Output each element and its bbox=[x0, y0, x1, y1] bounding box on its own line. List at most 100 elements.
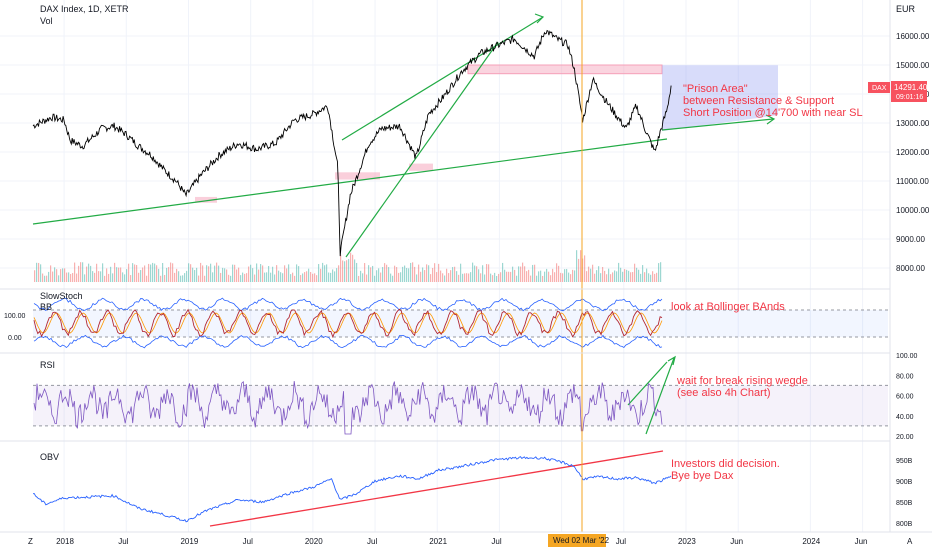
volume-bar bbox=[434, 263, 436, 282]
volume-bar bbox=[164, 274, 166, 282]
volume-bar bbox=[228, 274, 230, 282]
volume-bar bbox=[594, 273, 596, 282]
bb-upper bbox=[33, 297, 663, 312]
volume-bar bbox=[182, 275, 184, 282]
volume-bar bbox=[204, 275, 206, 282]
volume-bar bbox=[58, 275, 60, 282]
volume-bar bbox=[622, 271, 624, 282]
volume-bar bbox=[126, 269, 128, 282]
volume-bar bbox=[578, 258, 580, 282]
volume-bar bbox=[496, 275, 498, 282]
volume-bar bbox=[140, 270, 142, 282]
volume-bar bbox=[510, 271, 512, 282]
resistance-zone bbox=[467, 64, 663, 75]
arrow-head bbox=[534, 13, 545, 24]
volume-bar bbox=[276, 265, 278, 282]
volume-bar bbox=[478, 269, 480, 282]
volume-bar bbox=[404, 265, 406, 282]
volume-bar bbox=[146, 275, 148, 282]
volume-bar bbox=[446, 268, 448, 282]
volume-bar bbox=[472, 262, 474, 282]
volume-bar bbox=[132, 263, 134, 282]
volume-bar bbox=[46, 275, 48, 282]
volume-bar bbox=[544, 271, 546, 282]
volume-bar bbox=[214, 265, 216, 282]
x-tick-label: Jul bbox=[367, 537, 377, 546]
volume-bar bbox=[102, 263, 104, 282]
volume-bar bbox=[294, 275, 296, 282]
volume-bar bbox=[122, 272, 124, 282]
volume-bar bbox=[512, 266, 514, 282]
volume-bar bbox=[316, 275, 318, 282]
bb-lower bbox=[33, 334, 663, 349]
volume-bar bbox=[52, 271, 54, 282]
volume-bar bbox=[398, 272, 400, 282]
volume-bar bbox=[490, 273, 492, 282]
volume-bar bbox=[356, 262, 358, 282]
projection-zone bbox=[662, 65, 778, 132]
volume-bar bbox=[90, 265, 92, 282]
volume-bar bbox=[170, 262, 172, 282]
ticker-badge bbox=[868, 82, 890, 93]
volume-bar bbox=[166, 267, 168, 282]
long-support-trendline bbox=[32, 138, 668, 225]
volume-bar bbox=[514, 269, 516, 282]
volume-bar bbox=[210, 263, 212, 282]
volume-bar bbox=[606, 274, 608, 282]
volume-bar bbox=[392, 275, 394, 282]
rsi-tick-label: 80.00 bbox=[896, 373, 914, 380]
volume-bar bbox=[426, 264, 428, 282]
volume-bar bbox=[128, 263, 130, 282]
volume-bar bbox=[626, 269, 628, 282]
volume-bar bbox=[616, 271, 618, 282]
volume-bar bbox=[344, 261, 346, 282]
volume-bar bbox=[378, 268, 380, 282]
volume-bar bbox=[576, 250, 578, 282]
volume-bar bbox=[338, 265, 340, 282]
rsi-pane: 100.00 80.00 60.00 40.00 20.00 bbox=[33, 353, 918, 441]
volume-bar bbox=[370, 267, 372, 282]
volume-bar bbox=[526, 271, 528, 282]
symbol-title: DAX Index, 1D, XETR bbox=[40, 4, 129, 14]
volume-bar bbox=[272, 266, 274, 282]
volume-bar bbox=[592, 264, 594, 282]
volume-bar bbox=[368, 265, 370, 282]
volume-bar bbox=[494, 272, 496, 282]
x-tick-label: Jul bbox=[118, 537, 128, 546]
prison-note-line2: between Resistance & Support bbox=[683, 95, 834, 107]
x-tick-label: Jun bbox=[855, 537, 868, 546]
arrow-head bbox=[667, 355, 676, 366]
volume-bar bbox=[480, 273, 482, 282]
volume-bar bbox=[440, 270, 442, 282]
volume-bar bbox=[574, 270, 576, 282]
volume-bar bbox=[88, 263, 90, 282]
rsi-tick-label: 40.00 bbox=[896, 414, 914, 421]
volume-bar bbox=[422, 267, 424, 282]
volume-bar bbox=[84, 274, 86, 282]
volume-bar bbox=[364, 263, 366, 282]
volume-bar bbox=[614, 270, 616, 282]
volume-bar bbox=[280, 272, 282, 282]
volume-bar bbox=[580, 250, 582, 282]
volume-bar bbox=[300, 275, 302, 282]
volume-bar bbox=[138, 272, 140, 282]
volume-bar bbox=[224, 268, 226, 282]
stoch-tick-label: 0.00 bbox=[8, 335, 22, 342]
volume-bar bbox=[546, 268, 548, 282]
volume-bar bbox=[48, 271, 50, 282]
volume-bar bbox=[172, 263, 174, 282]
volume-bar bbox=[34, 270, 36, 282]
volume-bar bbox=[248, 266, 250, 282]
volume-bar bbox=[260, 264, 262, 282]
volume-bar bbox=[174, 272, 176, 282]
x-tick-label: 2019 bbox=[180, 537, 198, 546]
volume-bar bbox=[36, 262, 38, 282]
upper-channel-trendline bbox=[341, 16, 544, 141]
volume-bar bbox=[484, 274, 486, 282]
volume-bar bbox=[76, 273, 78, 282]
last-price-countdown: 09:01:16 bbox=[896, 94, 923, 101]
volume-bar bbox=[402, 266, 404, 282]
volume-bar bbox=[232, 264, 234, 282]
autoscale-toggle[interactable]: A bbox=[907, 537, 913, 546]
